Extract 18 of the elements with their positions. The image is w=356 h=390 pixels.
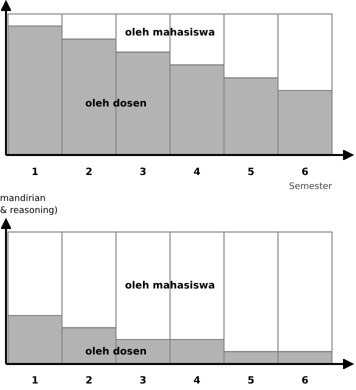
x-tick-label: 3 [140, 166, 147, 178]
x-tick-label: 6 [302, 376, 309, 387]
series-label: oleh mahasiswa [124, 280, 216, 292]
x-tick-label: 2 [86, 376, 93, 387]
x-axis-title: Semester [288, 182, 332, 192]
x-tick-label: 4 [194, 376, 201, 387]
x-tick-label: 5 [248, 376, 255, 387]
series-label: oleh dosen [85, 98, 147, 110]
series-label: oleh dosen [85, 346, 147, 358]
x-tick-label: 3 [140, 376, 147, 387]
x-tick-label: 1 [32, 166, 39, 178]
x-tick-label: 4 [194, 166, 201, 178]
x-tick-label: 5 [248, 166, 255, 178]
x-tick-label: 2 [86, 166, 93, 178]
y-axis-title: mandirian & reasoning) [0, 194, 58, 216]
series-label: oleh mahasiswa [124, 28, 216, 39]
x-tick-label: 6 [302, 166, 309, 178]
x-tick-label: 1 [32, 376, 39, 387]
